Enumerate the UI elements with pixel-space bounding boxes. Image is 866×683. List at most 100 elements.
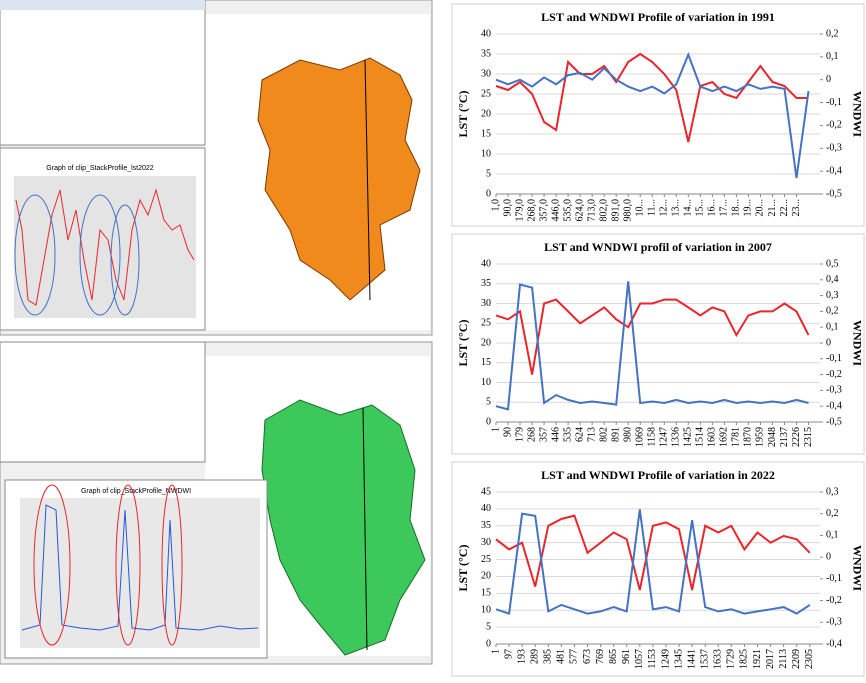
x-tick-label: 19... [743,199,754,217]
y-tick-label: 35 [481,48,491,59]
x-tick-label: 289 [530,649,541,664]
x-tick-label: 446 [550,427,561,442]
x-tick-label: 16... [707,199,718,217]
x-tick-label: 802,0 [598,199,609,222]
y2-tick-label: -0,4 [826,400,842,411]
x-tick-label: 20... [755,199,766,217]
y2-tick-label: 0,5 [826,258,839,269]
x-tick-label: 2226 [791,427,802,447]
y-tick-label: 15 [481,588,491,599]
y-tick-label: 5 [486,621,491,632]
y2-tick-label: -0,1 [826,97,842,108]
x-tick-label: 1959 [755,427,766,447]
y2-tick-label: 0,3 [826,290,839,301]
y2-tick-label: 0,3 [826,486,839,497]
x-tick-label: 23... [791,199,802,217]
x-tick-label: 713 [586,427,597,442]
page: Graph of clip_StackProfile_lst2022 Graph… [0,0,866,678]
y2-tick-label: 0,2 [826,28,839,39]
x-tick-label: 97 [503,649,514,659]
y2-tick-label: 0,1 [826,321,839,332]
y2-tick-label: 0,1 [826,51,839,62]
y-tick-label: 5 [486,397,491,408]
y2-tick-label: -0,4 [826,165,842,176]
x-tick-label: 17... [719,199,730,217]
x-tick-label: 577 [569,649,580,664]
x-tick-label: 357,0 [538,199,549,222]
y2-tick-label: 0,2 [826,306,839,317]
y2-axis-label: WNDWI [850,320,864,366]
y2-tick-label: -0,3 [826,385,842,396]
x-tick-label: 535 [562,427,573,442]
y-tick-label: 0 [486,416,491,427]
x-tick-label: 1345 [673,649,684,669]
chart-frame [452,4,864,226]
x-tick-label: 1 [490,649,501,654]
y2-tick-label: -0,4 [826,638,842,649]
y-tick-label: 30 [481,537,491,548]
chart-title: LST and WNDWI profil of variation in 200… [544,240,772,254]
x-tick-label: 713,0 [586,199,597,222]
chart-title: LST and WNDWI Profile of variation in 19… [541,10,775,24]
x-tick-label: 22... [779,199,790,217]
x-tick-label: 865 [608,649,619,664]
x-tick-label: 1921 [752,649,763,669]
attribute-table [0,0,205,145]
x-tick-label: 1603 [707,427,718,447]
x-tick-label: 624 [574,427,585,442]
y2-tick-label: 0,2 [826,508,839,519]
x-tick-label: 891,0 [610,199,621,222]
x-tick-label: 624,0 [574,199,585,222]
x-tick-label: 481 [556,649,567,664]
y-tick-label: 25 [481,88,491,99]
y2-tick-label: 0 [826,337,831,348]
charts: LST and WNDWI Profile of variation in 19… [452,4,864,676]
x-tick-label: 1247 [659,427,670,447]
x-tick-label: 90,0 [502,199,513,217]
x-tick-label: 1825 [739,649,750,669]
y-axis-label: LST (°C) [456,320,470,367]
x-tick-label: 15... [695,199,706,217]
x-tick-label: 1441 [686,649,697,669]
y2-tick-label: -0,2 [826,120,842,131]
y-tick-label: 45 [481,486,491,497]
y2-tick-label: 0 [826,74,831,85]
x-tick-label: 2209 [791,649,802,669]
y-axis-label: LST (°C) [456,545,470,592]
y2-tick-label: 0,1 [826,530,839,541]
x-tick-label: 193 [516,649,527,664]
x-tick-label: 10... [635,199,646,217]
x-tick-label: 1692 [719,427,730,447]
x-tick-label: 1249 [660,649,671,669]
graph-title: Graph of clip_StackProfile_lst2022 [46,165,153,172]
y-tick-label: 25 [481,318,491,329]
x-tick-label: 11... [647,199,658,216]
y-tick-label: 30 [481,298,491,309]
x-tick-label: 1729 [726,649,737,669]
y-tick-label: 10 [481,605,491,616]
x-tick-label: 2017 [765,649,776,669]
y2-tick-label: -0,3 [826,617,842,628]
x-tick-label: 268,0 [526,199,537,222]
x-tick-label: 2048 [767,427,778,447]
x-tick-label: 1425 [683,427,694,447]
y-tick-label: 5 [486,168,491,179]
x-tick-label: 385 [543,649,554,664]
y-tick-label: 15 [481,357,491,368]
attribute-table [0,342,205,462]
y-tick-label: 0 [486,188,491,199]
y-tick-label: 25 [481,554,491,565]
y2-tick-label: 0,4 [826,274,839,285]
x-tick-label: 179,0 [514,199,525,222]
x-tick-label: 1,0 [490,199,501,212]
y2-tick-label: -0,2 [826,369,842,380]
x-tick-label: 2315 [803,427,814,447]
x-tick-label: 891 [610,427,621,442]
x-tick-label: 1633 [713,649,724,669]
y-tick-label: 10 [481,148,491,159]
x-tick-label: 802 [598,427,609,442]
x-tick-label: 673 [582,649,593,664]
x-tick-label: 90 [502,427,513,437]
x-tick-label: 769 [595,649,606,664]
x-tick-label: 1057 [634,649,645,669]
